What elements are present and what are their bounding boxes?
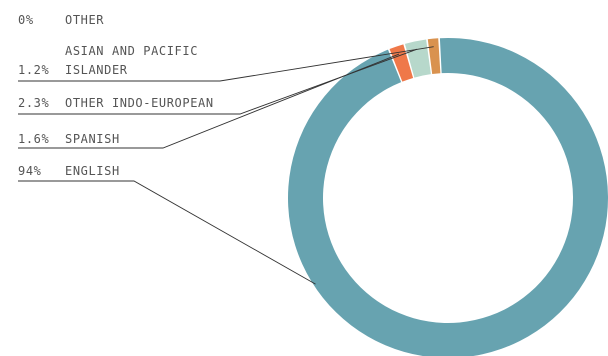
leader-line-spanish bbox=[18, 53, 400, 149]
name-label-spanish: SPANISH bbox=[65, 132, 120, 146]
pct-label-asian-and-pacific-islander: 1.2% bbox=[18, 63, 49, 77]
slice-labels: 0% OTHER 1.2% ASIAN AND PACIFIC ISLANDER 2.3%… bbox=[18, 13, 214, 178]
donut-slice-spanish bbox=[389, 44, 414, 82]
leader-lines bbox=[18, 46, 434, 285]
donut-slice-english bbox=[288, 38, 608, 356]
pct-label-other-indo-european: 2.3% bbox=[18, 96, 49, 110]
name-label-other: OTHER bbox=[65, 13, 104, 27]
name-label-asian-and-pacific-islander-line-1: ASIAN AND PACIFIC bbox=[65, 44, 198, 58]
donut-slices bbox=[288, 38, 608, 356]
leader-line-asian-and-pacific-islander bbox=[18, 46, 434, 82]
name-label-english: ENGLISH bbox=[65, 164, 120, 178]
name-label-other-indo-european: OTHER INDO-EUROPEAN bbox=[65, 96, 214, 110]
pct-label-spanish: 1.6% bbox=[18, 132, 49, 146]
pct-label-english: 94% bbox=[18, 164, 42, 178]
leader-line-english bbox=[18, 180, 316, 285]
pct-label-other: 0% bbox=[18, 13, 34, 27]
donut-slice-other-indo-european bbox=[404, 39, 431, 78]
name-label-asian-and-pacific-islander-line-2: ISLANDER bbox=[65, 63, 128, 77]
